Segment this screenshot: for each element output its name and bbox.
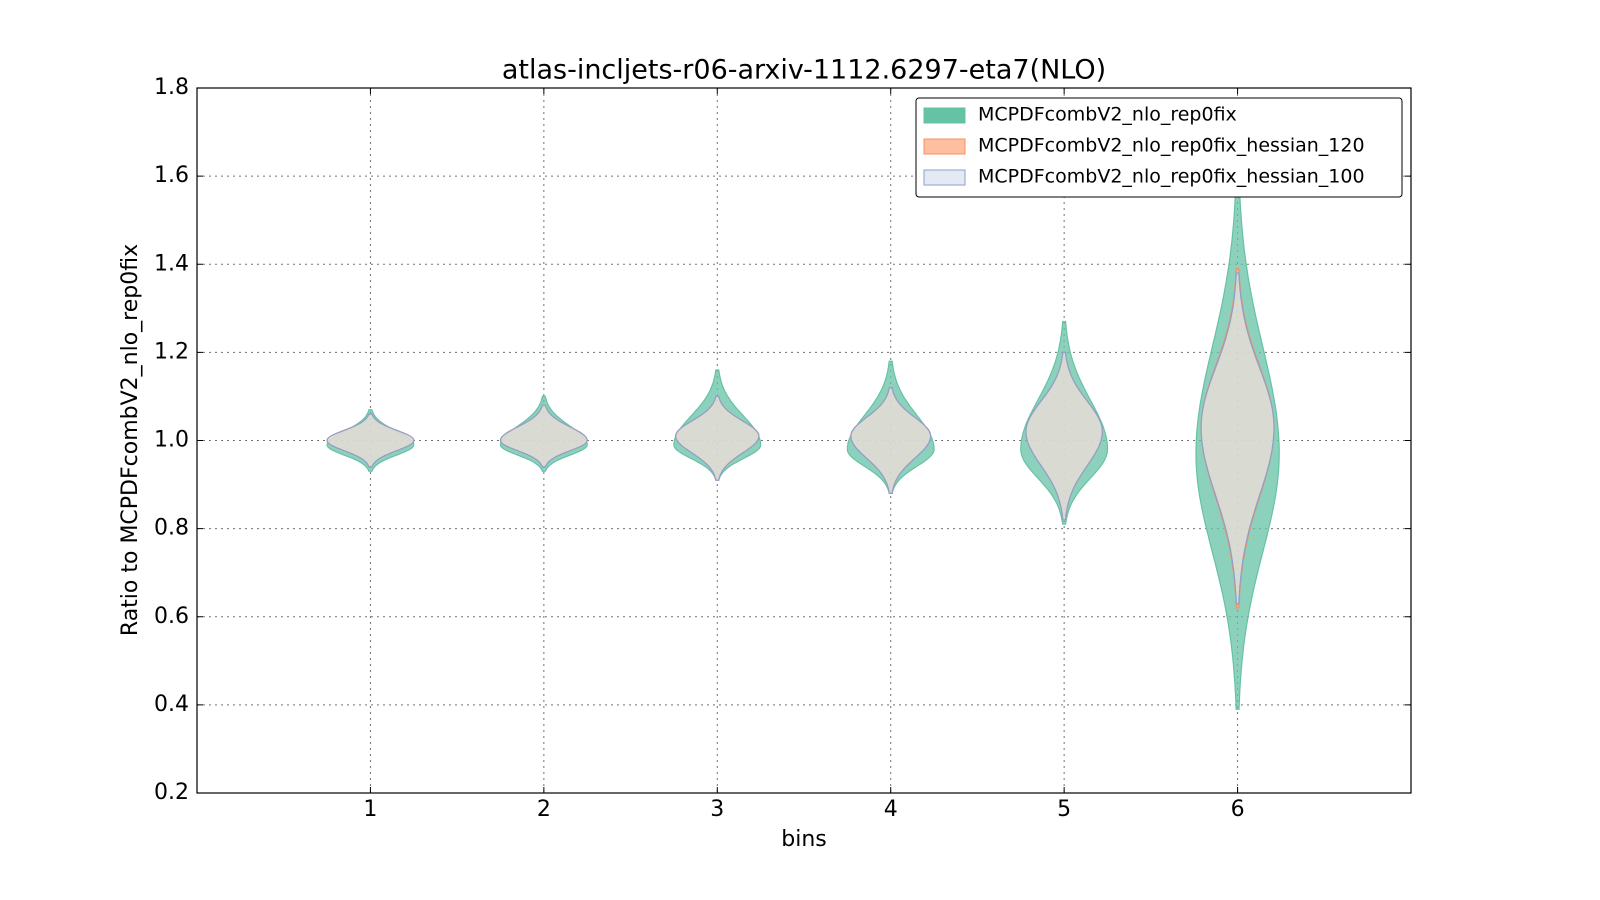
y-tick-label: 0.2 <box>154 780 189 805</box>
chart-title: atlas-incljets-r06-arxiv-1112.6297-eta7(… <box>502 55 1106 86</box>
y-tick-label: 0.6 <box>154 604 189 629</box>
legend-label: MCPDFcombV2_nlo_rep0fix_hessian_120 <box>978 135 1365 157</box>
y-tick-label: 0.8 <box>154 516 189 541</box>
x-tick-label: 4 <box>884 797 898 822</box>
legend-box <box>915 97 1403 198</box>
legend: MCPDFcombV2_nlo_rep0fix MCPDFcombV2_nlo_r… <box>915 97 1403 198</box>
violin <box>499 404 588 468</box>
y-tick-label: 0.4 <box>154 692 189 717</box>
legend-swatch <box>923 107 966 124</box>
violin <box>1025 351 1103 521</box>
y-tick-label: 1.2 <box>154 339 189 364</box>
legend-swatch <box>923 169 966 186</box>
x-tick-label: 6 <box>1231 797 1245 822</box>
y-axis-label: Ratio to MCPDFcombV2_nlo_rep0fix <box>118 244 143 636</box>
x-tick-label: 5 <box>1057 797 1071 822</box>
violin <box>850 387 932 494</box>
y-tick-label: 1.4 <box>154 251 189 276</box>
x-tick-label: 2 <box>537 797 551 822</box>
x-tick-label: 3 <box>710 797 724 822</box>
y-tick-label: 1.8 <box>154 75 189 100</box>
x-axis-label: bins <box>781 827 826 852</box>
legend-label: MCPDFcombV2_nlo_rep0fix <box>978 104 1237 126</box>
legend-label: MCPDFcombV2_nlo_rep0fix_hessian_100 <box>978 166 1365 188</box>
y-tick-label: 1.0 <box>154 428 189 453</box>
y-tick-label: 1.6 <box>154 163 189 188</box>
violin <box>1200 272 1275 605</box>
legend-swatch <box>923 138 966 155</box>
violin <box>326 413 415 468</box>
x-tick-label: 1 <box>363 797 377 822</box>
plot-frame <box>196 87 1412 794</box>
violin <box>675 395 760 481</box>
